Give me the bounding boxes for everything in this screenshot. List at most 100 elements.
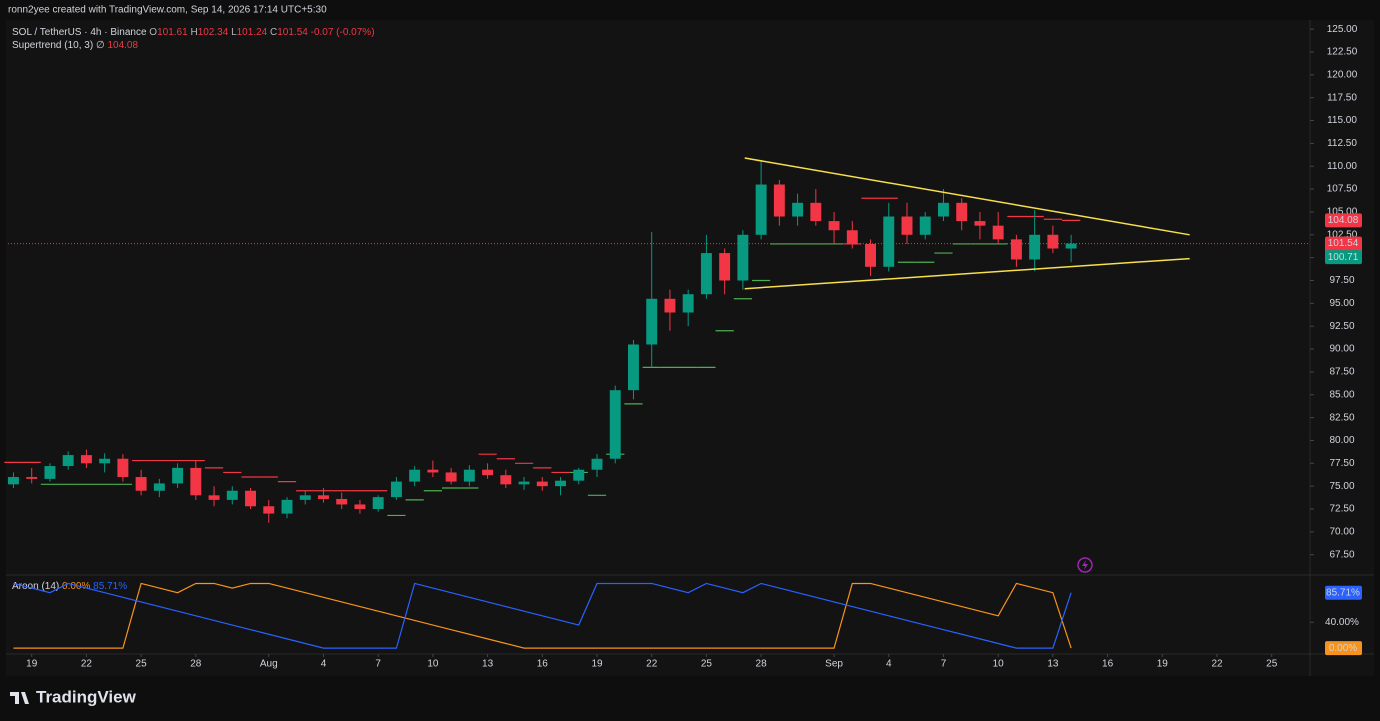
y-tick-label: 70.00 bbox=[1329, 527, 1354, 538]
x-tick-label: 25 bbox=[1266, 659, 1278, 670]
indicator-symbol: ∅ bbox=[96, 40, 105, 51]
candle-body bbox=[99, 458, 111, 464]
candle-body bbox=[1010, 239, 1022, 260]
candle-body bbox=[190, 467, 202, 496]
y-tick-label: 117.50 bbox=[1327, 92, 1357, 103]
candle-body bbox=[281, 499, 293, 514]
logo: TradingView bbox=[10, 687, 137, 706]
x-tick-label: 7 bbox=[941, 659, 947, 670]
candle-body bbox=[1029, 234, 1041, 260]
candle-body bbox=[974, 221, 986, 226]
alert-icon[interactable] bbox=[1077, 557, 1093, 573]
y-tick-label: 40.00% bbox=[1325, 617, 1359, 628]
supertrend-tag bbox=[1325, 213, 1362, 228]
y-tick-label: 122.50 bbox=[1327, 47, 1358, 58]
candle-body bbox=[883, 216, 895, 267]
aroon-pane: 40.00%0.00%85.71% bbox=[13, 582, 1362, 656]
brand: TradingView bbox=[36, 687, 137, 706]
x-tick-label: 16 bbox=[537, 659, 549, 670]
credit: ronn2yee created with TradingView.com, S… bbox=[8, 5, 327, 16]
candle-body bbox=[427, 469, 439, 473]
aroon-tag-label: 0.00% bbox=[1329, 643, 1357, 654]
candle-body bbox=[919, 216, 931, 235]
y-tick-label: 97.50 bbox=[1329, 275, 1354, 286]
x-tick-label: 22 bbox=[1211, 659, 1223, 670]
x-tick-label: 19 bbox=[26, 659, 38, 670]
indicator-value: 104.08 bbox=[107, 40, 138, 51]
candle-body bbox=[318, 495, 329, 499]
alert-bolt bbox=[1082, 560, 1088, 570]
indicator-name: Supertrend (10, 3) bbox=[12, 40, 93, 51]
candle-body bbox=[153, 483, 165, 491]
trendline bbox=[744, 257, 1190, 290]
candle-body bbox=[992, 225, 1004, 240]
aroon-legend: Aroon (14) 0.00% 85.71% bbox=[12, 581, 127, 592]
candle-body bbox=[664, 298, 676, 313]
symbol: SOL / TetherUS · 4h · Binance bbox=[12, 27, 147, 38]
candle-body bbox=[719, 253, 731, 281]
candle-body bbox=[463, 469, 475, 482]
x-tick-label: 13 bbox=[1047, 659, 1059, 670]
candle-body bbox=[956, 202, 968, 222]
candle-body bbox=[354, 504, 366, 510]
trendline bbox=[744, 157, 1190, 236]
aroon-down-value: 0.00% bbox=[62, 581, 90, 592]
y-tick-label: 125.00 bbox=[1327, 24, 1358, 35]
candle-body bbox=[828, 221, 840, 231]
y-tick-label: 82.50 bbox=[1329, 412, 1354, 423]
supertrend-legend: Supertrend (10, 3) ∅ 104.08 bbox=[12, 40, 138, 51]
x-tick-label: 22 bbox=[81, 659, 93, 670]
candle-body bbox=[646, 298, 658, 345]
y-tick-label: 77.50 bbox=[1329, 458, 1354, 469]
candle-body bbox=[372, 497, 384, 510]
x-tick-label: 28 bbox=[756, 659, 768, 670]
y-tick-label: 75.00 bbox=[1329, 481, 1354, 492]
aroon-up-value: 85.71% bbox=[93, 581, 127, 592]
y-tick-label: 67.50 bbox=[1329, 549, 1354, 560]
candle-body bbox=[263, 506, 275, 514]
candle-body bbox=[245, 490, 256, 507]
ohlc-key: H bbox=[190, 27, 197, 38]
aroon-line bbox=[13, 582, 1072, 649]
candle-body bbox=[1065, 243, 1077, 249]
candle-body bbox=[773, 184, 785, 217]
symbol-legend: SOL / TetherUS · 4h · Binance O101.61 H1… bbox=[12, 27, 375, 38]
candle-body bbox=[846, 230, 858, 244]
candle-body bbox=[591, 458, 603, 470]
candle-body bbox=[26, 477, 38, 479]
ohlc-value: 101.24 bbox=[237, 27, 268, 38]
y-tick-label: 95.00 bbox=[1329, 298, 1354, 309]
x-tick-label: 4 bbox=[321, 659, 327, 670]
candle-body bbox=[117, 458, 129, 478]
candle-body bbox=[518, 481, 530, 485]
y-tick-label: 115.00 bbox=[1327, 115, 1357, 126]
candle-body bbox=[865, 243, 876, 267]
x-tick-label: 22 bbox=[646, 659, 658, 670]
candle-body bbox=[8, 477, 19, 485]
logo-mark bbox=[10, 692, 29, 704]
candle-body bbox=[700, 253, 712, 295]
candle-body bbox=[1047, 234, 1059, 249]
y-tick-label: 107.50 bbox=[1327, 184, 1358, 195]
candle-body bbox=[336, 498, 348, 505]
aroon-tag-label: 85.71% bbox=[1326, 587, 1360, 598]
ohlc-key: C bbox=[270, 27, 277, 38]
price-pane: 67.50 70.00 72.50 75.00 77.50 80.00 82.50 85.00… bbox=[4, 24, 1362, 670]
x-tick-label: 19 bbox=[1157, 659, 1169, 670]
x-tick-label: Sep bbox=[825, 659, 843, 670]
chart-panel bbox=[6, 20, 1374, 676]
supertrend-tag-label: 104.08 bbox=[1328, 215, 1359, 226]
ohlc-value: 101.54 bbox=[277, 27, 308, 38]
x-tick-label: 28 bbox=[190, 659, 202, 670]
candle-body bbox=[80, 455, 92, 464]
last-price-label: 101.54 bbox=[1328, 238, 1359, 249]
aroon-tag bbox=[1325, 641, 1362, 656]
y-tick-label: 110.00 bbox=[1327, 161, 1357, 172]
candle-body bbox=[573, 469, 585, 481]
ohlc-key: L bbox=[231, 27, 237, 38]
aroon-tag bbox=[1325, 585, 1362, 600]
x-tick-label: 19 bbox=[591, 659, 603, 670]
candle-body bbox=[500, 475, 512, 485]
